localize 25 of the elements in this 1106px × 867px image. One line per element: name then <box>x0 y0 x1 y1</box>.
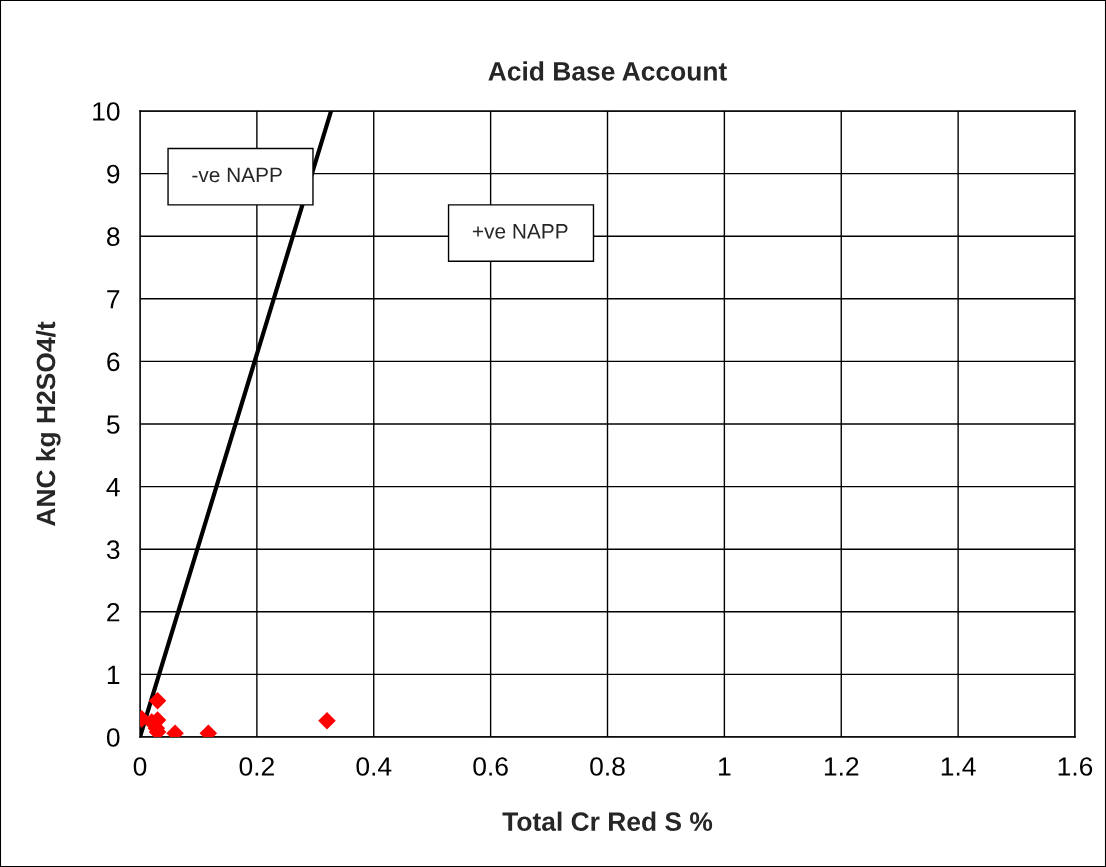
y-tick-label: 0 <box>106 728 120 747</box>
x-axis-title: Total Cr Red S % <box>502 811 713 831</box>
x-tick-label: 0.6 <box>473 757 508 776</box>
x-tick-label: 0.2 <box>239 757 274 776</box>
x-tick-label: 1 <box>719 757 731 776</box>
annotation: +ve NAPP <box>472 224 568 239</box>
y-axis-title: ANC kg H2SO4/t <box>35 321 61 526</box>
x-tick-label: 0 <box>133 757 147 776</box>
y-tick-label: 9 <box>107 164 120 184</box>
y-tick-label: 1 <box>107 665 120 684</box>
y-tick-label: 6 <box>107 352 120 372</box>
y-tick-label: 10 <box>93 102 120 121</box>
y-tick-label: 8 <box>107 227 120 247</box>
annotation: -ve NAPP <box>192 167 282 183</box>
x-tick-label: 0.4 <box>356 757 392 776</box>
y-tick-label: 3 <box>106 540 120 560</box>
y-tick-label: 7 <box>107 290 120 309</box>
x-tick-label: 1.6 <box>1058 757 1093 776</box>
x-tick-label: 1.4 <box>941 757 976 776</box>
y-tick-label: 2 <box>107 602 120 622</box>
y-tick-label: 5 <box>106 415 120 434</box>
x-tick-label: 0.8 <box>590 757 625 776</box>
x-tick-label: 1.2 <box>824 757 859 776</box>
y-tick-label: 4 <box>106 478 120 497</box>
chart-title: Acid Base Account <box>488 61 727 81</box>
